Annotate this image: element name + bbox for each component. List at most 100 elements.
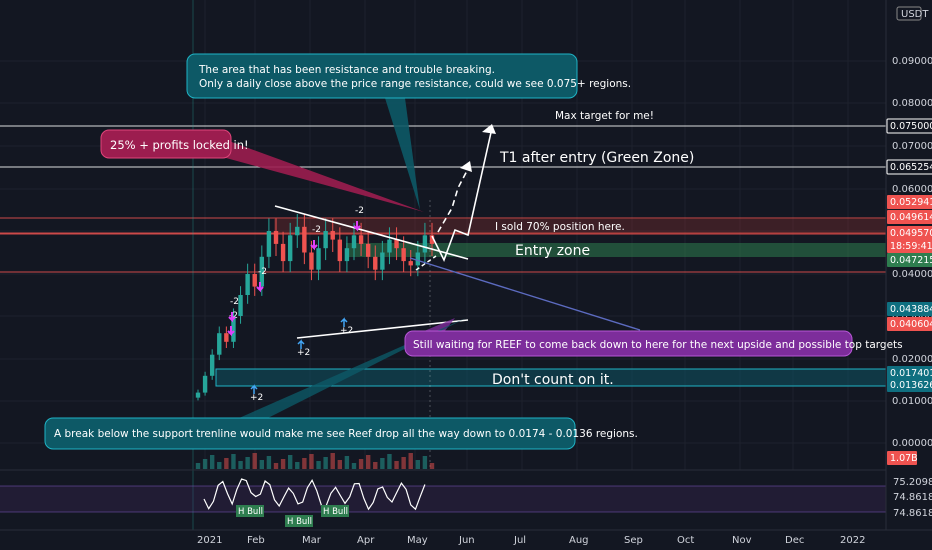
volume-bar-15 — [302, 458, 307, 469]
dont-count-zone-label: Don't count on it. — [492, 372, 614, 388]
price-tag-bg-7 — [887, 302, 932, 316]
price-tag-3: 0.049614 — [890, 212, 932, 223]
candles — [195, 213, 435, 401]
up-arrow-1 — [297, 339, 305, 349]
candle-body-26 — [380, 252, 385, 270]
candle-body-29 — [401, 248, 406, 262]
resistance-band[interactable] — [274, 218, 886, 234]
currency-badge[interactable] — [896, 6, 922, 21]
break-callout-text: A break below the support trenline would… — [54, 428, 638, 440]
candle-body-7 — [245, 274, 250, 295]
volume-bar-31 — [415, 460, 421, 469]
candle-body-18 — [323, 231, 328, 249]
rsi-panel: H Bull H Bull H Bull — [0, 469, 886, 527]
descending-trendline[interactable] — [274, 205, 469, 260]
price-tags: 0.075000 0.065254 0.052941 0.049614 0.049570… — [886, 118, 932, 465]
time-tick-6: Jul — [513, 535, 526, 546]
volume-bar-25 — [373, 462, 378, 469]
minus-signal-label-3: -2 — [355, 206, 364, 216]
volume-bar-8 — [252, 453, 257, 469]
price-tag-bg-1 — [886, 159, 932, 175]
resistance-pointer — [385, 98, 420, 210]
volume-bar-29 — [401, 457, 406, 469]
time-tick-11: Dec — [785, 535, 804, 546]
volume-bar-27 — [387, 454, 392, 469]
candle-body-20 — [337, 239, 343, 262]
volume-bar-19 — [330, 453, 335, 469]
entry-zone-box[interactable] — [346, 243, 886, 257]
down-arrow-4 — [228, 312, 236, 323]
price-tag-7: 0.043884 — [890, 304, 932, 315]
price-tag-bg-0 — [886, 118, 932, 134]
resistance-callout-box[interactable] — [186, 53, 578, 99]
volume-bar-4 — [224, 458, 229, 469]
volume-bar-11 — [273, 463, 279, 469]
volume-bar-6 — [238, 461, 243, 469]
plus-signal-label-0: +2 — [250, 393, 263, 403]
volume-bar-17 — [316, 461, 321, 469]
up-arrow-0 — [250, 384, 258, 394]
resistance-callout-line2: Only a daily close above the price range… — [199, 78, 631, 90]
candle-body-22 — [351, 235, 357, 249]
volume-bar-21 — [344, 456, 350, 469]
time-tick-3: Apr — [357, 535, 375, 546]
rsi-bull-label-2-bg — [285, 515, 313, 527]
price-tag-bg-9 — [887, 366, 932, 380]
time-tick-12: 2022 — [840, 535, 865, 546]
price-tag-bg-5 — [887, 239, 932, 253]
time-tick-9: Oct — [677, 535, 694, 546]
time-tick-2: Mar — [302, 535, 322, 546]
signal-markers: -2 -2 -2 -2 -2 +2 +2 +2 — [227, 206, 364, 403]
candle-body-30 — [408, 261, 413, 266]
volume-bar-0 — [195, 463, 201, 469]
price-tag-8: 0.040604 — [890, 319, 932, 330]
candle-body-6 — [238, 295, 243, 316]
waiting-callout-text: Still waiting for REEF to come back down… — [413, 339, 903, 351]
candle-body-5 — [231, 316, 236, 342]
volume-bar-23 — [358, 459, 364, 469]
time-axis[interactable]: 2021 Feb Mar Apr May Jun Jul Aug Sep Oct Nov Dec 202… — [0, 529, 932, 546]
volume-bar-13 — [287, 455, 293, 469]
plus-signal-label-1: +2 — [297, 348, 310, 358]
plus-signal-label-2: +2 — [340, 326, 353, 336]
candle-body-32 — [422, 235, 428, 253]
horizontal-levels[interactable] — [0, 125, 886, 273]
price-tag-4: 0.049570 — [890, 228, 932, 239]
volume-bar-16 — [309, 454, 314, 469]
currency-label: USDT — [901, 9, 929, 20]
time-tick-0: 2021 — [197, 535, 222, 546]
break-callout-box[interactable] — [44, 417, 576, 450]
volume-bar-12 — [280, 459, 286, 469]
profits-callout-box[interactable] — [100, 129, 232, 159]
time-tick-4: May — [407, 535, 428, 546]
rsi-value-2: 74.861855 — [893, 492, 932, 503]
price-tag-bg-8 — [887, 317, 932, 331]
waiting-callout-box[interactable] — [404, 330, 853, 357]
down-arrow-0 — [227, 326, 235, 337]
price-tag-1: 0.065254 — [890, 162, 932, 173]
candle-body-25 — [373, 256, 378, 270]
price-tag-bg-2 — [887, 195, 932, 209]
down-arrow-1 — [256, 282, 264, 293]
profits-callout-text: 25% + profits locked in! — [110, 138, 249, 152]
minus-signal-label-2: -2 — [312, 225, 321, 235]
candle-body-33 — [429, 235, 435, 244]
candle-body-9 — [259, 256, 265, 287]
volume-bar-2 — [209, 455, 215, 469]
candle-body-4 — [224, 333, 229, 342]
resistance-callout-line1: The area that has been resistance and tr… — [198, 64, 495, 76]
time-tick-7: Aug — [569, 535, 589, 546]
volume-bar-26 — [380, 458, 385, 469]
sold-note-label: I sold 70% position here. — [495, 221, 625, 233]
volume-bars — [195, 453, 435, 469]
ascending-support-trendline[interactable] — [296, 319, 469, 339]
max-target-arrowhead — [482, 124, 496, 134]
